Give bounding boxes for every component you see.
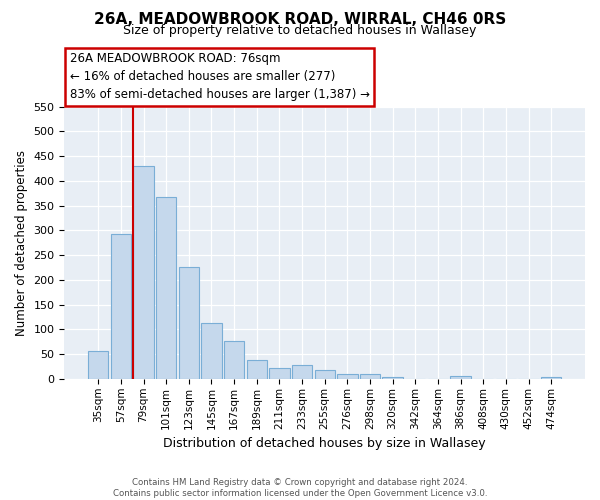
Bar: [179, 267, 199, 379]
Text: Contains HM Land Registry data © Crown copyright and database right 2024.
Contai: Contains HM Land Registry data © Crown c…: [113, 478, 487, 498]
Text: 26A MEADOWBROOK ROAD: 76sqm
← 16% of detached houses are smaller (277)
83% of se: 26A MEADOWBROOK ROAD: 76sqm ← 16% of det…: [70, 52, 370, 102]
Bar: [337, 374, 358, 379]
Bar: [451, 376, 471, 379]
Bar: [88, 350, 109, 379]
Bar: [269, 368, 290, 379]
Bar: [292, 364, 312, 379]
Bar: [156, 197, 176, 379]
Bar: [247, 360, 267, 379]
Bar: [314, 370, 335, 379]
Y-axis label: Number of detached properties: Number of detached properties: [15, 150, 28, 336]
X-axis label: Distribution of detached houses by size in Wallasey: Distribution of detached houses by size …: [163, 437, 486, 450]
Bar: [382, 377, 403, 379]
Bar: [201, 323, 221, 379]
Bar: [541, 377, 562, 379]
Bar: [111, 234, 131, 379]
Bar: [133, 166, 154, 379]
Text: 26A, MEADOWBROOK ROAD, WIRRAL, CH46 0RS: 26A, MEADOWBROOK ROAD, WIRRAL, CH46 0RS: [94, 12, 506, 28]
Bar: [360, 374, 380, 379]
Bar: [224, 342, 244, 379]
Text: Size of property relative to detached houses in Wallasey: Size of property relative to detached ho…: [124, 24, 476, 37]
